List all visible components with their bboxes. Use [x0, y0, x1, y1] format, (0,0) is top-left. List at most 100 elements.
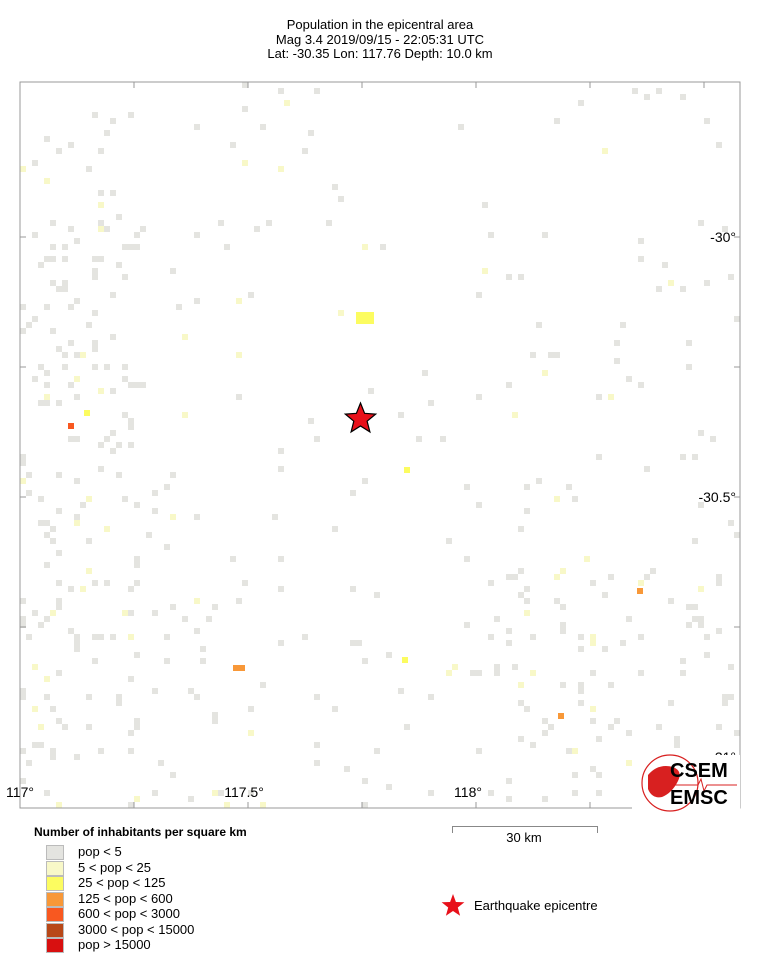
- population-cell: [698, 616, 704, 622]
- population-cell: [68, 382, 74, 388]
- population-cell: [512, 574, 518, 580]
- legend-title: Number of inhabitants per square km: [34, 825, 247, 839]
- population-cell: [260, 802, 266, 808]
- population-cell: [716, 574, 722, 580]
- population-cell: [236, 598, 242, 604]
- population-cell: [302, 148, 308, 154]
- population-cell: [536, 478, 542, 484]
- population-cell: [572, 748, 578, 754]
- population-cell: [50, 748, 56, 754]
- legend-swatch: [46, 845, 64, 860]
- population-cell: [314, 742, 320, 748]
- population-cell: [146, 532, 152, 538]
- population-cell: [116, 694, 122, 700]
- population-cell: [512, 412, 518, 418]
- population-cell: [668, 700, 674, 706]
- population-cell: [110, 448, 116, 454]
- population-cell: [26, 760, 32, 766]
- population-cell: [98, 148, 104, 154]
- population-cell: [140, 226, 146, 232]
- population-cell: [98, 190, 104, 196]
- population-cell: [602, 592, 608, 598]
- population-cell: [404, 467, 410, 473]
- population-cell: [524, 586, 530, 592]
- population-cell: [98, 634, 104, 640]
- legend-label: 5 < pop < 25: [78, 859, 152, 875]
- population-cell: [464, 556, 470, 562]
- population-cell: [710, 436, 716, 442]
- population-cell: [326, 220, 332, 226]
- population-cell: [32, 706, 38, 712]
- population-cell: [38, 496, 44, 502]
- population-cell: [488, 790, 494, 796]
- population-cell: [494, 616, 500, 622]
- population-cell: [530, 352, 536, 358]
- population-cell: [122, 376, 128, 382]
- population-cell: [656, 88, 662, 94]
- population-cell: [350, 490, 356, 496]
- population-cell: [386, 784, 392, 790]
- population-cell: [110, 388, 116, 394]
- population-cell: [104, 580, 110, 586]
- population-cell: [692, 604, 698, 610]
- population-cell: [572, 772, 578, 778]
- population-cell: [518, 736, 524, 742]
- population-cell: [224, 802, 230, 808]
- population-cell: [212, 718, 218, 724]
- population-cell: [44, 394, 50, 400]
- population-cell: [344, 766, 350, 772]
- population-cell: [464, 622, 470, 628]
- population-cell: [734, 730, 740, 736]
- population-cell: [170, 514, 176, 520]
- population-cell: [38, 622, 44, 628]
- population-cell: [254, 226, 260, 232]
- population-cell: [542, 796, 548, 802]
- population-cell: [26, 634, 32, 640]
- population-cell: [158, 760, 164, 766]
- population-cell: [668, 598, 674, 604]
- population-cell: [530, 634, 536, 640]
- population-cell: [637, 588, 643, 594]
- population-cell: [116, 700, 122, 706]
- population-cell: [476, 394, 482, 400]
- population-cell: [554, 496, 560, 502]
- population-cell: [530, 742, 536, 748]
- population-cell: [362, 318, 368, 324]
- population-cell: [86, 694, 92, 700]
- legend-swatch: [46, 907, 64, 922]
- population-cell: [590, 718, 596, 724]
- population-cell: [92, 274, 98, 280]
- population-cell: [98, 226, 104, 232]
- population-cell: [440, 436, 446, 442]
- population-cell: [578, 688, 584, 694]
- population-cell: [104, 436, 110, 442]
- population-cell: [734, 532, 740, 538]
- population-cell: [590, 580, 596, 586]
- population-cell: [272, 514, 278, 520]
- population-cell: [638, 238, 644, 244]
- population-cell: [44, 616, 50, 622]
- population-cell: [38, 520, 44, 526]
- population-cell: [92, 268, 98, 274]
- population-cell: [590, 670, 596, 676]
- population-cell: [32, 742, 38, 748]
- population-cell: [86, 166, 92, 172]
- population-cell: [164, 544, 170, 550]
- population-cell: [44, 520, 50, 526]
- population-cell: [62, 352, 68, 358]
- population-cell: [680, 454, 686, 460]
- population-cell: [716, 580, 722, 586]
- population-cell: [698, 622, 704, 628]
- population-cell: [152, 790, 158, 796]
- population-cell: [308, 130, 314, 136]
- population-cell: [362, 478, 368, 484]
- population-cell: [452, 664, 458, 670]
- population-cell: [338, 310, 344, 316]
- population-cell: [98, 442, 104, 448]
- lon-label: 117.5°: [224, 784, 264, 800]
- population-cell: [230, 556, 236, 562]
- population-cell: [644, 94, 650, 100]
- population-cell: [86, 322, 92, 328]
- population-cell: [686, 340, 692, 346]
- population-cell: [98, 256, 104, 262]
